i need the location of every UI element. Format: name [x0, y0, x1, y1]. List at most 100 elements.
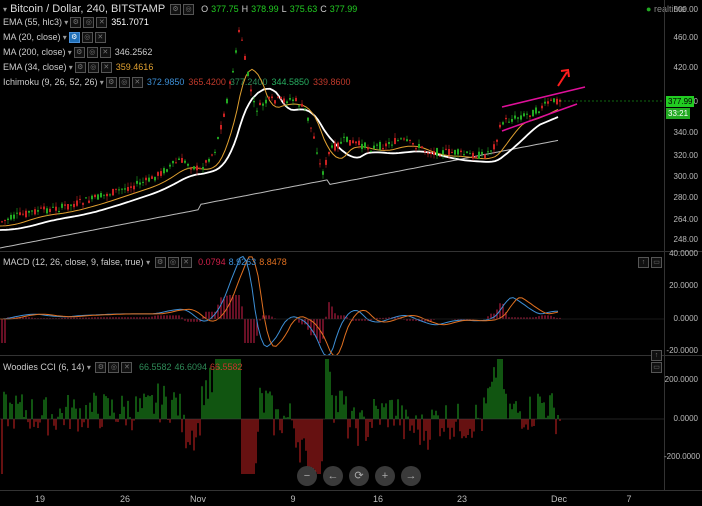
candle-body [214, 151, 216, 153]
candle-body [220, 125, 222, 130]
macd-label: MACD (12, 26, close, 9, false, true) [3, 257, 144, 267]
candle-body [463, 154, 465, 156]
candle-body [430, 152, 432, 154]
candle-body [394, 138, 396, 144]
macd-chart[interactable] [0, 252, 664, 355]
candle-body [217, 137, 219, 139]
candle-body [145, 177, 147, 181]
candle-body [517, 117, 519, 119]
indicator-menu-icon[interactable]: ▾ [66, 63, 73, 72]
indicator-settings-icon[interactable]: ⚙ [73, 47, 85, 59]
zoom-in-button[interactable]: + [375, 466, 395, 486]
macd-eye-icon[interactable]: ◎ [167, 257, 179, 269]
indicator-close-icon[interactable]: ✕ [96, 17, 108, 29]
candle-body [547, 101, 549, 104]
indicator-settings-icon[interactable]: ⚙ [74, 62, 86, 74]
candle-body [313, 136, 315, 139]
indicator-eye-icon[interactable]: ◎ [118, 77, 130, 89]
indicator-close-icon[interactable]: ✕ [94, 32, 106, 44]
realtime-dot-icon: ● [646, 4, 652, 14]
candle-body [457, 149, 459, 155]
indicator-label: MA (20, close) [3, 32, 61, 42]
scroll-right-button[interactable]: → [401, 466, 421, 486]
cci-pane-maximize-button[interactable]: ▭ [651, 362, 662, 373]
macd-values: 0.0794 8.9263 8.8478 [198, 257, 290, 267]
indicator-row[interactable]: EMA (55, hlc3) ▾ ⚙ ◎ ✕ 351.7071 [3, 16, 149, 29]
indicator-eye-icon[interactable]: ◎ [86, 47, 98, 59]
realtime-label: realtime [653, 4, 686, 14]
macd-close-icon[interactable]: ✕ [180, 257, 192, 269]
candle-body [409, 139, 411, 141]
indicator-menu-icon[interactable]: ▾ [62, 18, 69, 27]
candle-body [478, 151, 480, 159]
last-price-badge: 377.99 [666, 96, 695, 107]
candle-body [337, 142, 339, 149]
cci-settings-icon[interactable]: ⚙ [95, 362, 107, 374]
candle-body [298, 105, 300, 107]
macd-menu-icon[interactable]: ▾ [146, 258, 151, 267]
header-menu-icon[interactable]: ▾ [3, 5, 8, 14]
candle-body [139, 182, 141, 185]
zoom-out-button[interactable]: − [297, 466, 317, 486]
ema-34-line [0, 68, 559, 227]
candle-body [25, 210, 27, 218]
macd-axis-label: 20.0000 [669, 281, 698, 290]
cci-legend: Woodies CCI (6, 14) ▾ ⚙ ◎ ✕ 66.5582 46.6094… [3, 362, 246, 374]
indicator-menu-icon[interactable]: ▾ [60, 33, 67, 42]
indicator-label: MA (200, close) [3, 47, 66, 57]
settings-icon[interactable]: ⚙ [170, 3, 182, 15]
indicator-row[interactable]: MA (20, close) ▾ ⚙ ◎ ✕ [3, 31, 106, 44]
macd-pane-maximize-button[interactable]: ▭ [651, 257, 662, 268]
candle-body [178, 158, 180, 160]
macd-settings-icon[interactable]: ⚙ [154, 257, 166, 269]
candle-body [460, 150, 462, 153]
indicator-row[interactable]: Ichimoku (9, 26, 52, 26) ▾ ⚙ ◎ ✕ 372.9850 365… [3, 76, 351, 89]
indicator-close-icon[interactable]: ✕ [100, 62, 112, 74]
indicator-settings-icon[interactable]: ⚙ [70, 17, 82, 29]
indicator-eye-icon[interactable]: ◎ [87, 62, 99, 74]
candle-body [7, 218, 9, 220]
indicator-row[interactable]: MA (200, close) ▾ ⚙ ◎ ✕ 346.2562 [3, 46, 152, 59]
indicator-eye-icon[interactable]: ◎ [81, 32, 93, 44]
macd-line [0, 255, 558, 355]
candle-body [364, 142, 366, 148]
eye-icon[interactable]: ◎ [183, 3, 195, 15]
candle-body [373, 145, 375, 149]
candle-body [520, 115, 522, 120]
candle-body [538, 111, 540, 113]
indicator-settings-icon[interactable]: ⚙ [105, 77, 117, 89]
cci-pane-up-button[interactable]: ↑ [651, 350, 662, 361]
indicator-close-icon[interactable]: ✕ [99, 47, 111, 59]
ohlc-key-l: L [281, 4, 287, 14]
candle-body [52, 206, 54, 208]
scroll-left-button[interactable]: ← [323, 466, 343, 486]
candle-body [94, 194, 96, 198]
candle-body [58, 211, 60, 212]
candle-body [466, 151, 468, 153]
indicator-value: 372.9850 [146, 77, 185, 87]
cci-menu-icon[interactable]: ▾ [86, 363, 91, 372]
indicator-eye-icon[interactable]: ◎ [83, 17, 95, 29]
indicator-value: 359.4616 [115, 62, 154, 72]
candle-body [427, 152, 429, 155]
price-chart[interactable] [0, 0, 664, 251]
reset-button[interactable]: ⟳ [349, 466, 369, 486]
indicator-row[interactable]: EMA (34, close) ▾ ⚙ ◎ ✕ 359.4616 [3, 61, 154, 74]
cci-close-icon[interactable]: ✕ [121, 362, 133, 374]
candle-body [265, 99, 267, 104]
cci-chart[interactable] [0, 356, 664, 490]
indicator-close-icon[interactable]: ✕ [131, 77, 143, 89]
indicator-settings-icon[interactable]: ⚙ [68, 32, 80, 44]
candle-body [31, 210, 33, 212]
macd-pane-up-button[interactable]: ↑ [638, 257, 649, 268]
indicator-menu-icon[interactable]: ▾ [97, 78, 104, 87]
candle-body [388, 142, 390, 145]
candle-body [487, 151, 489, 153]
candle-body [541, 105, 543, 109]
indicator-menu-icon[interactable]: ▾ [65, 48, 72, 57]
candle-body [100, 193, 102, 198]
cci-eye-icon[interactable]: ◎ [108, 362, 120, 374]
candle-body [130, 186, 132, 188]
candle-body [352, 140, 354, 144]
candle-body [190, 168, 192, 170]
